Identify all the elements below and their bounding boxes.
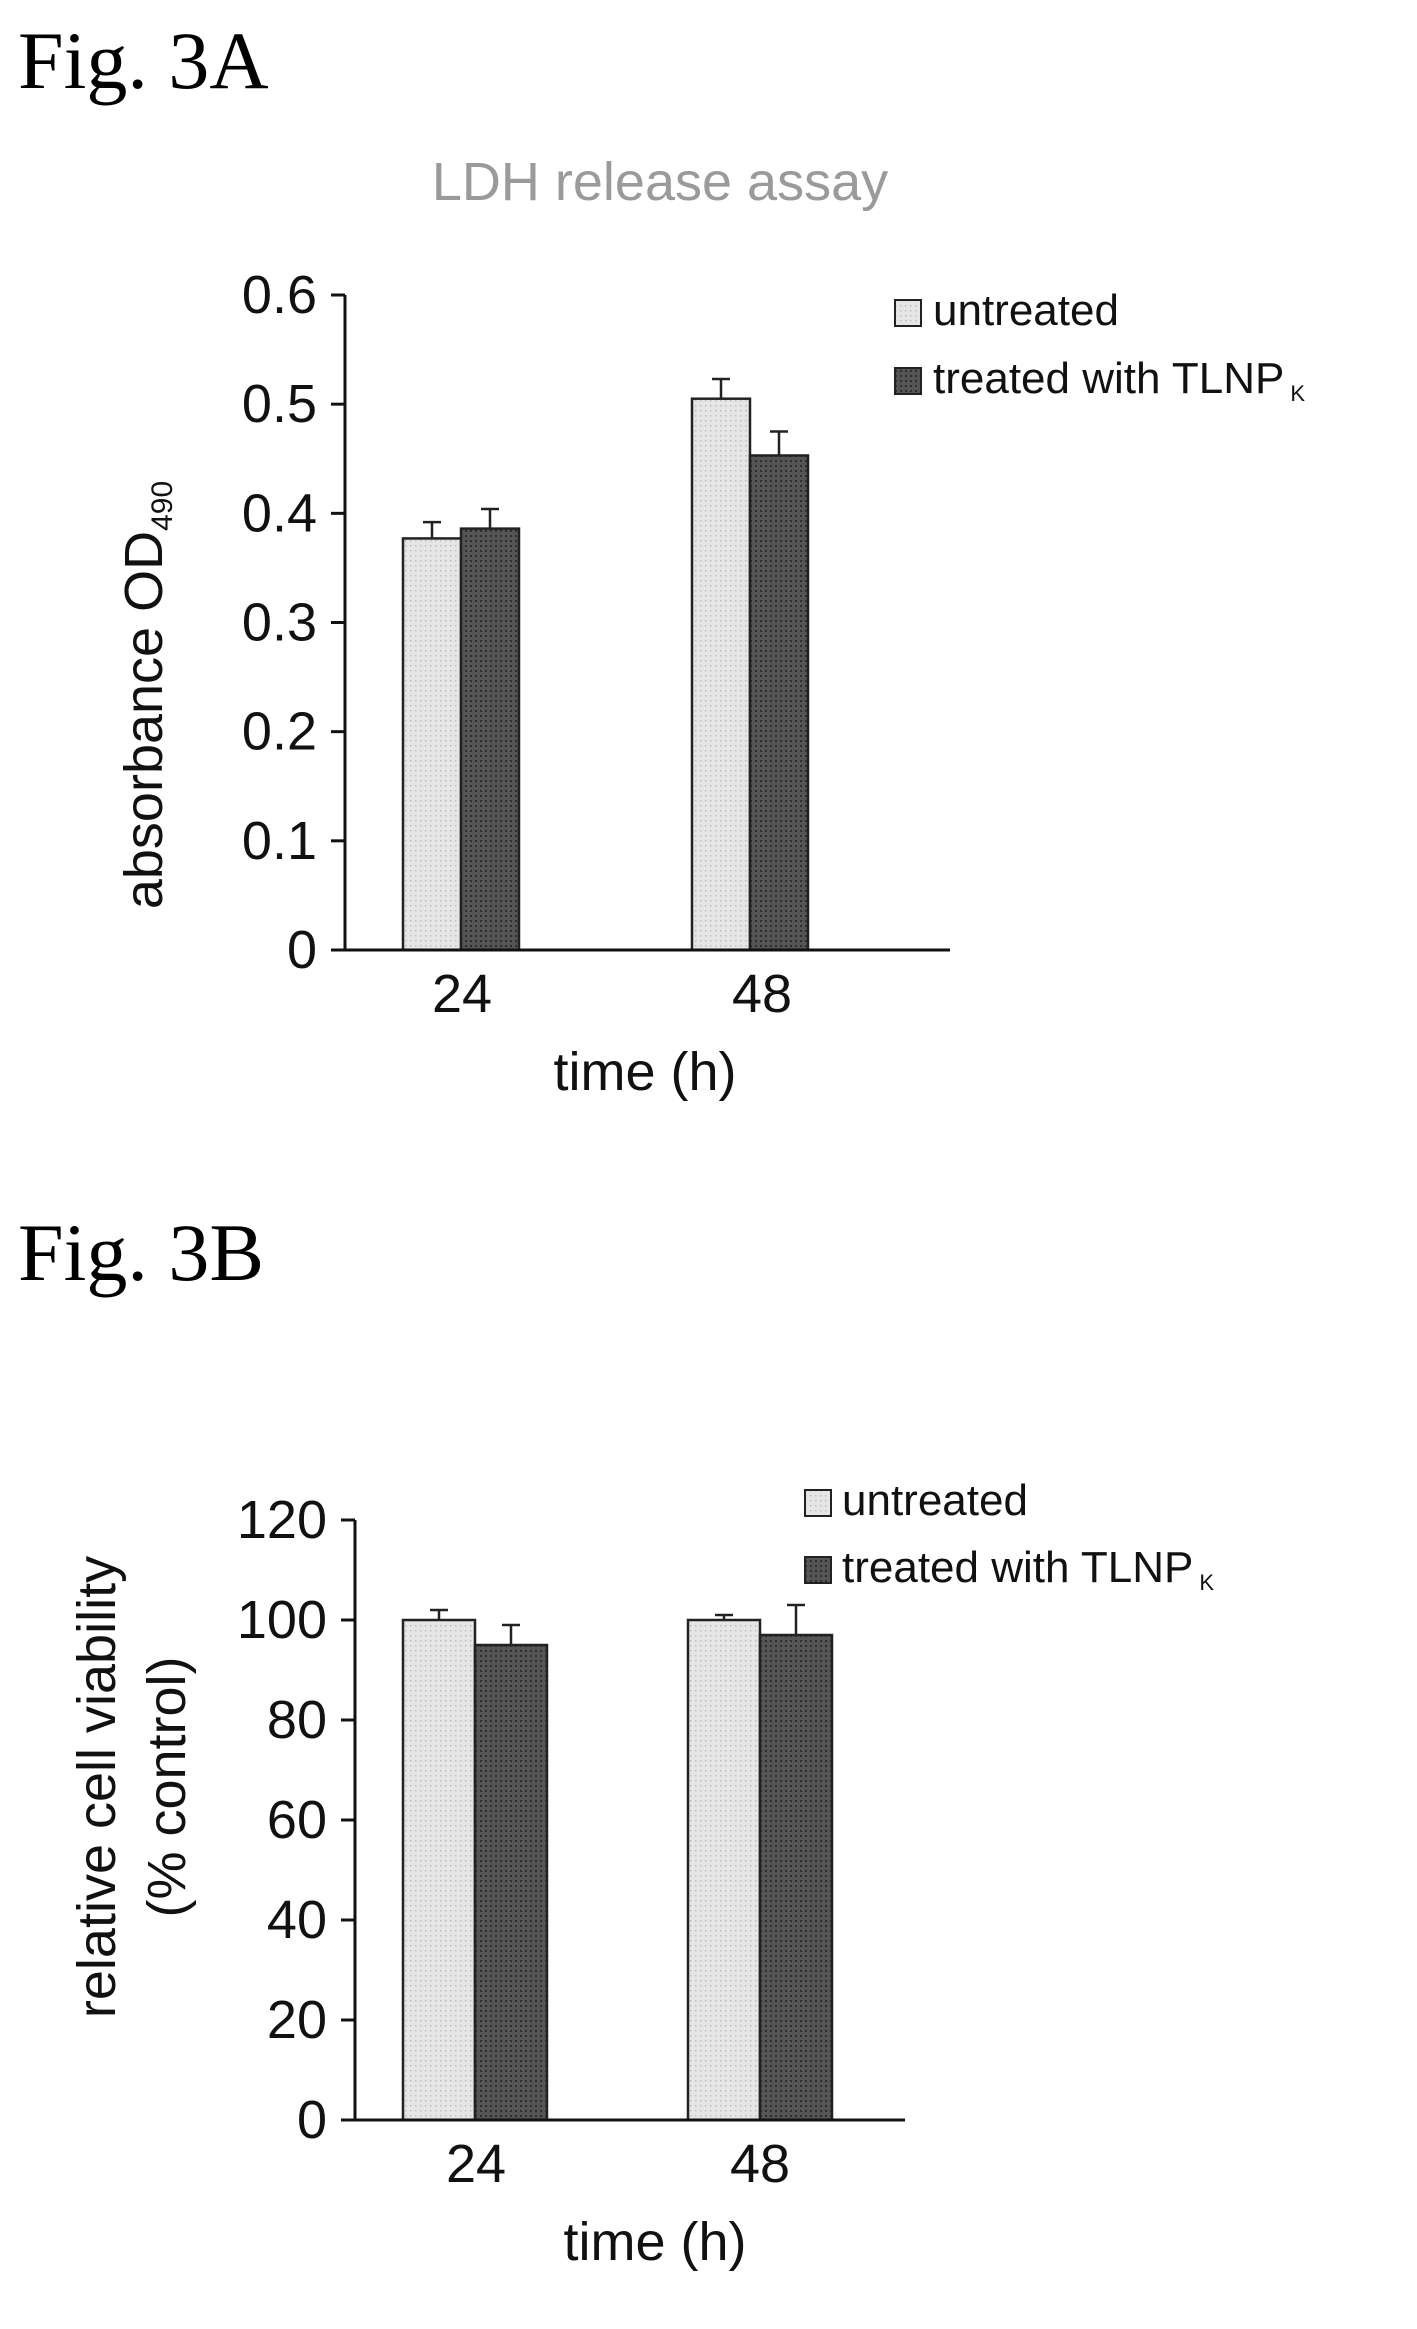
y-tick-label: 0.3 — [242, 593, 317, 653]
figure-label-3a: Fig. 3A — [18, 15, 269, 106]
cell-viability-chart: relative cell viability (% control) 0 20 4… — [67, 1476, 1214, 2272]
y-tick-label: 0.5 — [242, 374, 317, 434]
y-tick-label: 40 — [267, 1890, 327, 1950]
legend-label-treated-subscript: K — [1199, 1570, 1214, 1595]
x-tick-label-24: 24 — [432, 964, 492, 1024]
bar-treated-24 — [473, 1643, 549, 2122]
y-axis-ticks: 0 0.1 0.2 0.3 0.4 0.5 0.6 — [242, 265, 345, 980]
x-tick-label-48: 48 — [730, 2134, 790, 2194]
x-axis-title: time (h) — [553, 1042, 736, 1102]
bar-treated-48 — [748, 454, 810, 952]
ldh-release-chart: LDH release assay absorbance OD490 00.10… — [114, 152, 1305, 1102]
bars — [401, 1603, 834, 2122]
y-axis-title-line1: relative cell viability — [67, 1556, 127, 2018]
y-axis-ticks: 0 20 40 60 80 100 120 — [237, 1490, 355, 2150]
chart-title: LDH release assay — [432, 152, 888, 212]
bar-untreated-24 — [401, 1618, 477, 2122]
y-tick-label: 20 — [267, 1990, 327, 2050]
x-tick-label-24: 24 — [446, 2134, 506, 2194]
bar-untreated-48 — [690, 397, 752, 952]
bar-treated-48 — [758, 1633, 834, 2122]
y-tick-label: 0.4 — [242, 483, 317, 543]
y-axis-title-main: absorbance OD — [114, 531, 174, 909]
legend-label-untreated: untreated — [842, 1476, 1028, 1525]
y-tick-label: 0 — [297, 2090, 327, 2150]
legend: untreated treated with TLNP K — [894, 286, 1305, 406]
bar-treated-24 — [459, 527, 521, 952]
legend-label-treated-subscript: K — [1290, 381, 1305, 406]
y-tick-label: 80 — [267, 1690, 327, 1750]
legend: untreated treated with TLNP K — [804, 1476, 1214, 1595]
bar-untreated-24 — [401, 537, 463, 952]
y-tick-label: 0.6 — [242, 265, 317, 325]
legend-label-untreated: untreated — [933, 286, 1119, 335]
legend-swatch-treated — [894, 367, 922, 395]
bars — [401, 377, 810, 952]
y-axis-title: absorbance OD490 — [114, 481, 179, 909]
legend-label-treated: treated with TLNP K — [933, 354, 1305, 406]
legend-label-treated-main: treated with TLNP — [933, 354, 1284, 403]
x-tick-label-48: 48 — [732, 964, 792, 1024]
y-tick-label: 0 — [287, 920, 317, 980]
y-axis-title-subscript: 490 — [146, 481, 179, 531]
x-axis-title: time (h) — [563, 2212, 746, 2272]
y-tick-label: 60 — [267, 1790, 327, 1850]
y-tick-label: 0.2 — [242, 702, 317, 762]
legend-label-treated-main: treated with TLNP — [842, 1543, 1193, 1592]
y-axis-title-line2: (% control) — [137, 1656, 197, 1917]
legend-label-treated: treated with TLNP K — [842, 1543, 1214, 1595]
legend-swatch-untreated — [804, 1489, 832, 1517]
figure-label-3b: Fig. 3B — [18, 1207, 265, 1298]
y-tick-label: 120 — [237, 1490, 327, 1550]
y-tick-label: 0.1 — [242, 811, 317, 871]
y-tick-label: 100 — [237, 1590, 327, 1650]
legend-swatch-untreated — [894, 299, 922, 327]
bar-untreated-48 — [686, 1618, 762, 2122]
legend-swatch-treated — [804, 1556, 832, 1584]
